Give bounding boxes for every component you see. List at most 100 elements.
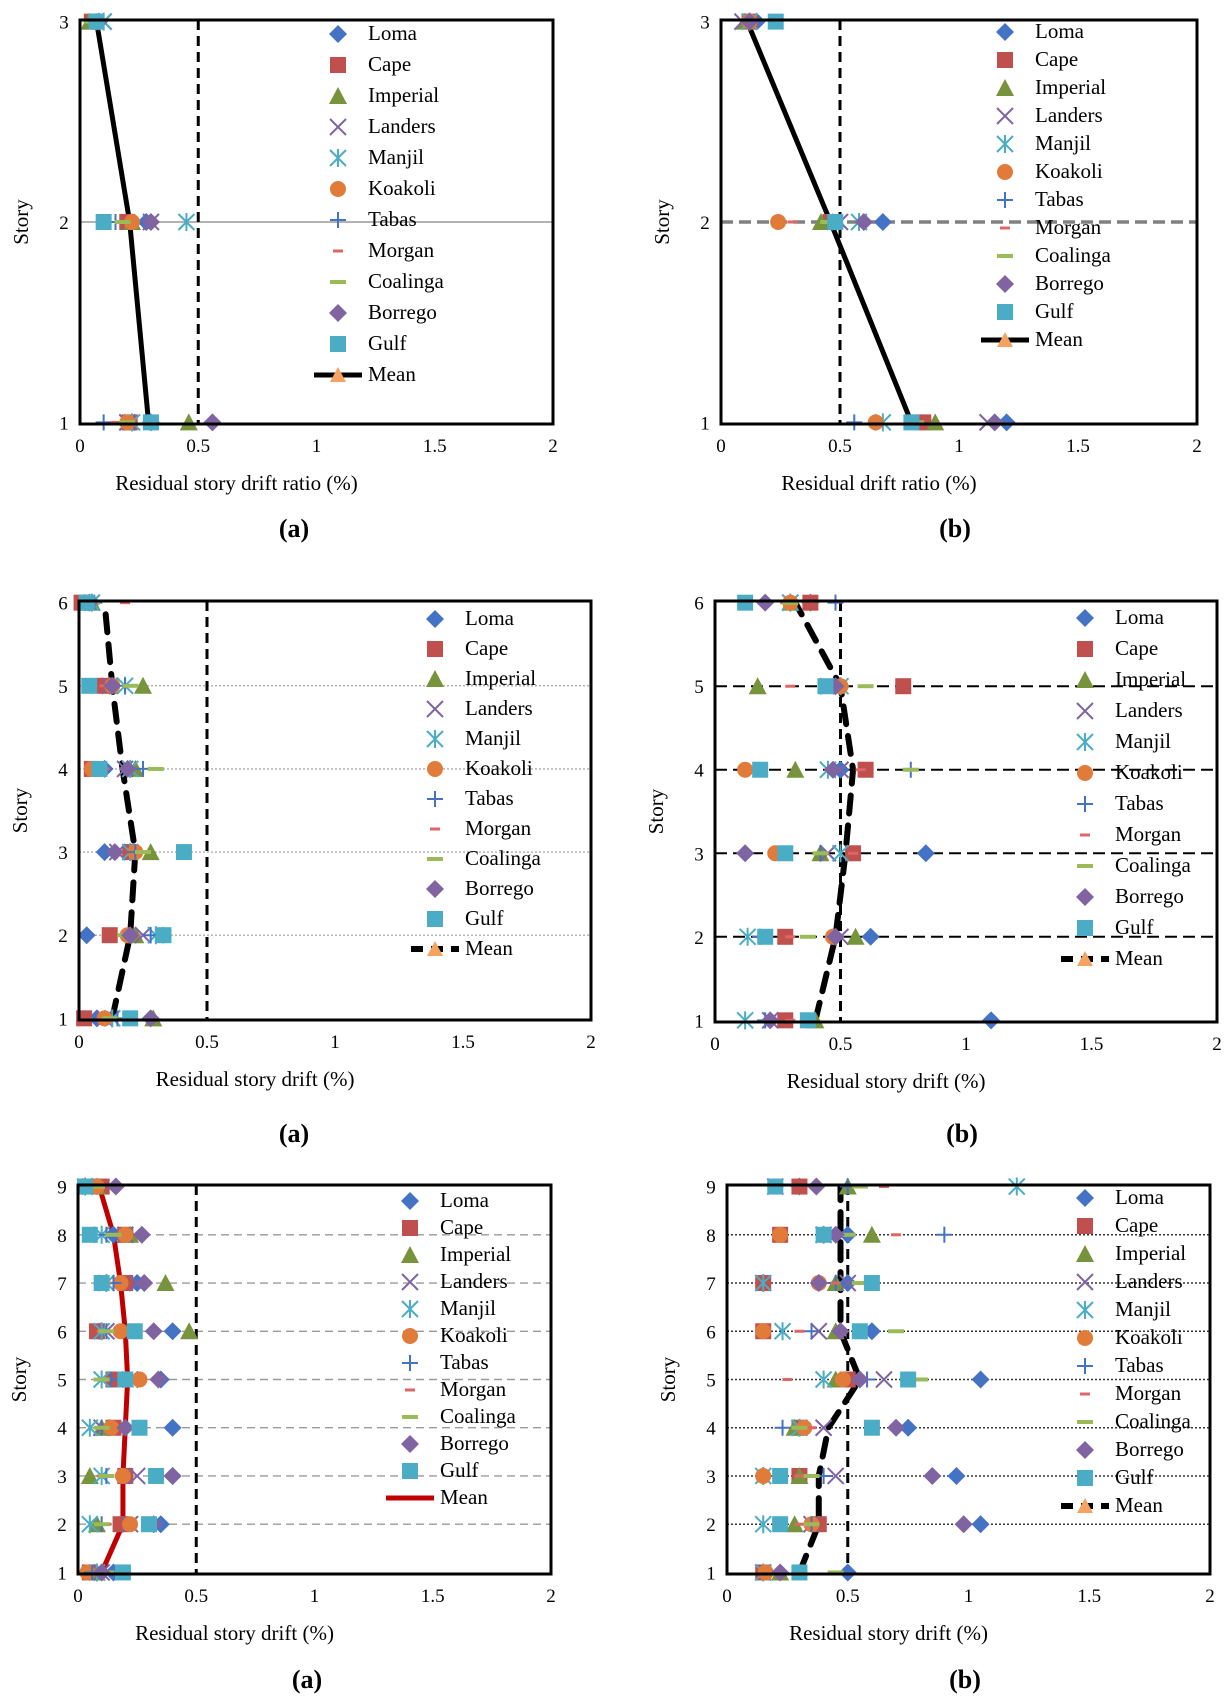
data-point-gulf	[799, 1012, 816, 1029]
data-point-koakoli	[117, 1226, 134, 1243]
y-tick-label: 3	[59, 13, 69, 34]
legend-label: Manjil	[368, 145, 424, 169]
data-point-borrego	[106, 1177, 125, 1196]
legend-label: Cape	[368, 52, 411, 76]
data-point-morgan	[782, 1378, 793, 1381]
y-tick-label: 1	[58, 1009, 68, 1030]
legend-marker-manjil	[401, 1300, 419, 1318]
y-tick-label: 3	[58, 843, 68, 864]
caption-text: (b)	[949, 1665, 981, 1694]
legend-label: Imperial	[465, 666, 536, 690]
data-point-koakoli	[114, 1467, 131, 1484]
y-tick-label: 1	[59, 413, 69, 434]
y-tick-label: 6	[706, 1322, 716, 1343]
data-point-gulf	[772, 1516, 789, 1533]
data-point-koakoli	[770, 214, 787, 230]
caption-b-middle: (b)	[946, 1119, 978, 1148]
x-tick-label: 0.5	[828, 436, 852, 457]
legend-label: Morgan	[1035, 215, 1102, 239]
data-point-koakoli	[131, 1371, 148, 1388]
data-point-morgan	[794, 1522, 805, 1526]
legend-label: Manjil	[465, 726, 521, 750]
data-point-coalinga	[791, 1425, 808, 1430]
legend-marker-gulf	[402, 1463, 418, 1479]
data-point-borrego	[761, 1011, 780, 1030]
data-point-imperial	[786, 760, 805, 778]
data-point-morgan	[110, 420, 121, 424]
data-point-imperial	[748, 677, 767, 695]
legend-label: Landers	[465, 696, 533, 720]
plot-frame	[725, 1183, 1212, 1576]
data-point-manjil	[81, 1515, 99, 1534]
y-tick-label: 2	[59, 213, 69, 234]
data-point-gulf	[772, 1467, 789, 1484]
data-point-manjil	[754, 1274, 772, 1293]
legend-label: Morgan	[440, 1377, 507, 1401]
data-point-coalinga	[93, 1425, 110, 1430]
legend-marker-loma	[1076, 609, 1094, 627]
y-tick-label: 6	[58, 594, 68, 615]
data-point-manjil	[831, 844, 850, 863]
data-point-borrego	[756, 593, 775, 612]
data-point-borrego	[144, 1322, 163, 1341]
y-axis-label: Story	[650, 199, 674, 245]
caption-a-bottom: (a)	[292, 1665, 322, 1694]
data-point-manjil	[773, 1322, 792, 1341]
y-tick-label: 4	[57, 1419, 67, 1440]
data-point-borrego	[163, 1466, 182, 1485]
data-point-coalinga	[114, 220, 131, 224]
legend-label: Tabas	[368, 207, 417, 231]
data-point-borrego	[923, 1466, 942, 1485]
y-tick-label: 8	[706, 1226, 716, 1247]
data-point-imperial	[862, 1225, 881, 1243]
data-point-morgan	[830, 1281, 841, 1285]
legend-label: Landers	[1035, 103, 1103, 127]
legend-label: Mean	[440, 1485, 488, 1509]
legend-marker-tabas	[997, 192, 1013, 208]
x-axis-label: Residual story drift (%)	[135, 1621, 334, 1645]
data-point-morgan	[806, 1426, 817, 1430]
legend-marker-manjil	[329, 149, 347, 167]
data-point-morgan	[794, 1474, 805, 1478]
x-tick-label: 1.5	[1066, 436, 1090, 457]
legend-label: Tabas	[1035, 187, 1084, 211]
legend-label: Gulf	[465, 906, 504, 930]
data-point-coalinga	[98, 1473, 115, 1478]
x-tick-label: 0.5	[184, 1586, 208, 1607]
data-point-morgan	[785, 1018, 796, 1022]
y-tick-label: 3	[57, 1467, 67, 1488]
x-tick-label: 1.5	[1077, 1586, 1101, 1607]
legend-label: Coalinga	[1115, 853, 1191, 877]
data-point-borrego	[809, 1274, 828, 1293]
legend-marker-morgan	[1000, 226, 1010, 230]
legend-label: Borrego	[440, 1431, 509, 1455]
data-point-coalinga	[105, 1232, 122, 1237]
legend-label: Tabas	[465, 786, 514, 810]
data-point-gulf	[142, 414, 159, 431]
data-point-koakoli	[124, 214, 141, 230]
data-point-loma	[947, 1466, 966, 1485]
legend-label: Landers	[440, 1269, 508, 1293]
data-point-coalinga	[101, 1016, 118, 1021]
legend-label: Cape	[1115, 1213, 1158, 1237]
data-point-gulf	[91, 760, 108, 777]
legend-label: Coalinga	[368, 269, 444, 293]
y-tick-label: 4	[694, 761, 704, 782]
plot-frame	[78, 18, 555, 426]
data-point-koakoli	[867, 414, 884, 431]
legend-label: Imperial	[1115, 1241, 1186, 1265]
x-tick-label: 2	[548, 436, 558, 457]
data-point-coalinga	[799, 934, 816, 939]
y-tick-label: 1	[706, 1563, 716, 1584]
caption-text: (a)	[292, 1665, 322, 1694]
data-point-imperial	[156, 1274, 175, 1292]
data-point-coalinga	[93, 1522, 110, 1527]
data-point-gulf	[131, 1419, 148, 1436]
data-point-coalinga	[122, 683, 139, 688]
caption-b-bottom: (b)	[949, 1665, 981, 1694]
data-point-koakoli	[757, 1564, 774, 1581]
data-point-gulf	[81, 1226, 98, 1243]
x-tick-label: 2	[1212, 1034, 1222, 1055]
data-point-borrego	[850, 1370, 869, 1389]
data-point-borrego	[141, 213, 160, 231]
